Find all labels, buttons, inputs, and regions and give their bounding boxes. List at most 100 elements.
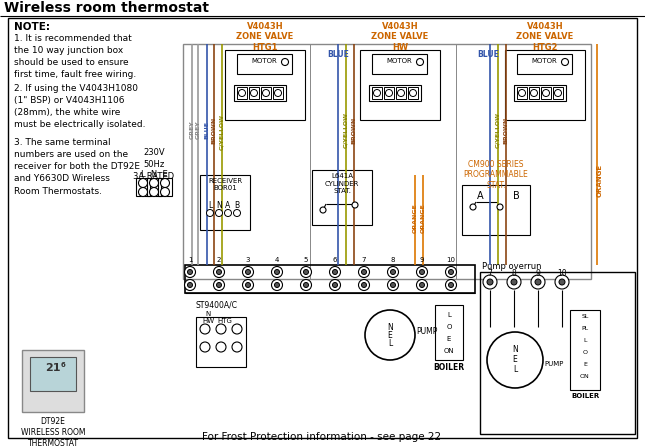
Text: BLUE: BLUE: [327, 50, 349, 59]
Circle shape: [419, 270, 424, 274]
Text: DT92E
WIRELESS ROOM
THERMOSTAT: DT92E WIRELESS ROOM THERMOSTAT: [21, 417, 85, 447]
Circle shape: [559, 279, 565, 285]
Circle shape: [448, 270, 453, 274]
Circle shape: [215, 210, 223, 216]
Circle shape: [448, 283, 453, 287]
Circle shape: [263, 89, 270, 97]
Text: 6: 6: [333, 257, 337, 263]
Text: 7: 7: [488, 270, 492, 278]
Circle shape: [361, 270, 366, 274]
Circle shape: [206, 210, 213, 216]
Circle shape: [161, 187, 170, 197]
Circle shape: [390, 283, 395, 287]
Circle shape: [417, 279, 428, 291]
Bar: [541, 87, 551, 99]
Circle shape: [216, 342, 226, 352]
Text: ON: ON: [580, 375, 590, 380]
Circle shape: [184, 279, 195, 291]
Circle shape: [184, 266, 195, 278]
Text: E: E: [447, 336, 451, 342]
Circle shape: [470, 204, 476, 210]
Circle shape: [417, 266, 428, 278]
Circle shape: [200, 324, 210, 334]
Bar: [435, 305, 463, 360]
Text: BROWN: BROWN: [504, 116, 508, 143]
Bar: [185, 265, 475, 293]
Bar: [237, 54, 292, 74]
Circle shape: [359, 279, 370, 291]
Circle shape: [542, 89, 550, 97]
Bar: [505, 50, 585, 120]
Circle shape: [250, 89, 257, 97]
Circle shape: [150, 178, 159, 187]
Text: 6: 6: [61, 362, 65, 368]
Bar: [396, 87, 406, 99]
Circle shape: [483, 275, 497, 289]
Text: 2: 2: [217, 257, 221, 263]
Text: N: N: [512, 346, 518, 354]
Circle shape: [233, 210, 241, 216]
Circle shape: [239, 89, 246, 97]
Circle shape: [530, 89, 537, 97]
Circle shape: [352, 202, 358, 208]
Circle shape: [417, 59, 424, 66]
Text: B: B: [234, 201, 239, 210]
Bar: [200, 175, 250, 230]
Text: ON: ON: [444, 348, 454, 354]
Circle shape: [200, 342, 210, 352]
Text: L641A
CYLINDER
STAT.: L641A CYLINDER STAT.: [325, 173, 359, 194]
Circle shape: [361, 283, 366, 287]
Text: BLUE: BLUE: [204, 121, 210, 139]
Text: 8: 8: [511, 270, 517, 278]
Text: 7: 7: [362, 257, 366, 263]
Bar: [237, 87, 247, 99]
Text: 1: 1: [188, 257, 192, 263]
Bar: [234, 85, 286, 101]
Text: V4043H
ZONE VALVE
HW: V4043H ZONE VALVE HW: [372, 22, 429, 52]
Bar: [480, 272, 635, 434]
Text: B: B: [513, 191, 519, 201]
Bar: [517, 87, 527, 99]
Bar: [372, 87, 382, 99]
Circle shape: [188, 270, 192, 274]
Circle shape: [330, 279, 341, 291]
Text: CM900 SERIES
PROGRAMMABLE
STAT.: CM900 SERIES PROGRAMMABLE STAT.: [464, 160, 528, 190]
Text: N: N: [205, 311, 211, 317]
Circle shape: [373, 89, 381, 97]
Text: RECEIVER
BOR01: RECEIVER BOR01: [208, 178, 242, 191]
Bar: [249, 87, 259, 99]
Circle shape: [275, 270, 279, 274]
Bar: [196, 317, 246, 367]
Text: A: A: [477, 191, 483, 201]
Bar: [408, 87, 418, 99]
Bar: [312, 170, 372, 225]
Text: PUMP: PUMP: [544, 361, 563, 367]
Bar: [225, 50, 305, 120]
Circle shape: [511, 279, 517, 285]
Text: MOTOR: MOTOR: [251, 58, 277, 64]
Circle shape: [150, 187, 159, 197]
Text: G/YELLOW: G/YELLOW: [495, 112, 501, 148]
Circle shape: [555, 275, 569, 289]
Circle shape: [419, 283, 424, 287]
Bar: [30, 357, 76, 391]
Circle shape: [275, 283, 279, 287]
Text: BLUE: BLUE: [477, 50, 499, 59]
Bar: [183, 44, 591, 279]
Text: 9: 9: [535, 270, 541, 278]
Text: L: L: [513, 366, 517, 375]
Circle shape: [446, 266, 457, 278]
Text: BOILER: BOILER: [433, 363, 464, 372]
Text: 9: 9: [420, 257, 424, 263]
Text: 4: 4: [275, 257, 279, 263]
Bar: [261, 87, 271, 99]
Text: PL: PL: [581, 326, 588, 332]
Circle shape: [243, 279, 253, 291]
Text: 3. The same terminal
numbers are used on the
receiver for both the DT92E
and Y66: 3. The same terminal numbers are used on…: [14, 138, 140, 196]
Text: G/YELLOW: G/YELLOW: [344, 112, 348, 148]
Bar: [147, 178, 161, 196]
Bar: [372, 54, 427, 74]
Bar: [273, 87, 283, 99]
Text: Wireless room thermostat: Wireless room thermostat: [4, 1, 209, 15]
Text: MOTOR: MOTOR: [386, 58, 412, 64]
